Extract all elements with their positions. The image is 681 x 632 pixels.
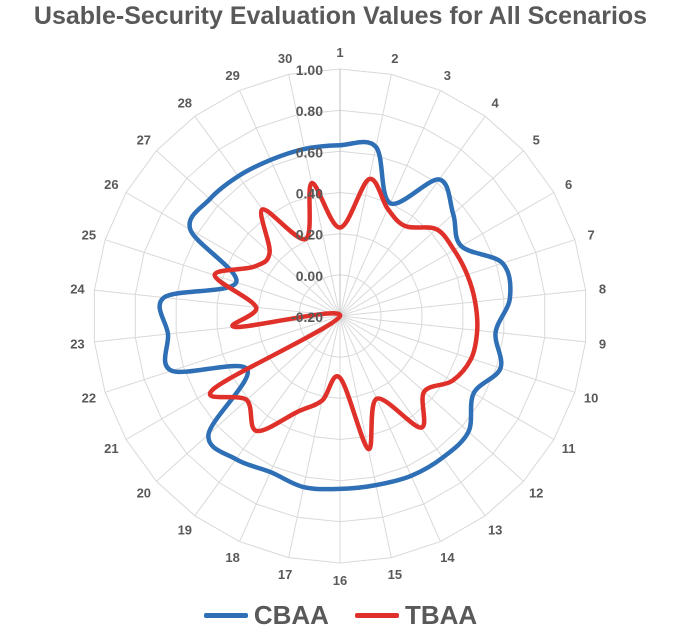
tick-label: 0.40 [296, 186, 323, 202]
tick-label: 0.00 [296, 268, 323, 284]
category-label: 5 [533, 132, 540, 147]
grid-spoke [339, 289, 586, 317]
grid-spoke [339, 315, 486, 517]
category-label: 3 [444, 68, 451, 83]
legend-item-tbaa[interactable]: TBAA [354, 600, 478, 631]
category-label: 11 [562, 441, 576, 456]
tick-label: -0.20 [291, 309, 323, 325]
category-label: 28 [178, 95, 192, 110]
grid-spoke [288, 315, 341, 558]
category-label: 15 [388, 567, 402, 582]
grid-spoke [156, 150, 341, 317]
grid-spoke [94, 315, 341, 343]
category-label: 23 [70, 337, 84, 352]
category-label: 4 [492, 95, 500, 110]
category-label: 29 [225, 68, 239, 83]
tick-label: 0.60 [296, 144, 323, 160]
category-label: 13 [488, 523, 502, 538]
category-label: 14 [440, 550, 455, 565]
category-label: 30 [278, 51, 292, 66]
tick-label: 0.20 [296, 227, 323, 243]
category-label: 22 [82, 391, 96, 406]
grid-spoke [239, 315, 341, 542]
category-label: 2 [391, 51, 398, 66]
legend-item-cbaa[interactable]: CBAA [203, 600, 329, 631]
grid-spoke [339, 150, 524, 317]
category-label: 16 [333, 573, 347, 588]
category-label: 17 [278, 567, 292, 582]
category-label: 19 [178, 523, 192, 538]
grid-spoke [125, 192, 341, 317]
legend: CBAA TBAA [0, 600, 681, 631]
grid-spoke [94, 289, 341, 317]
category-label: 6 [565, 177, 572, 192]
grid-spoke [339, 239, 576, 317]
chart-title: Usable-Security Evaluation Values for Al… [33, 2, 648, 30]
legend-label-tbaa: TBAA [404, 600, 478, 630]
grid-spoke [339, 315, 586, 343]
category-label: 7 [587, 227, 594, 242]
category-label: 20 [137, 486, 151, 501]
grid-spoke [104, 315, 341, 393]
category-label: 8 [599, 281, 606, 296]
tick-label: 1.00 [296, 62, 323, 78]
grid-spoke [239, 90, 341, 317]
legend-label-cbaa: CBAA [253, 600, 329, 630]
grid-spoke [339, 192, 555, 317]
legend-swatch-tbaa [354, 613, 399, 618]
category-label: 18 [225, 550, 239, 565]
tick-label: 0.80 [296, 103, 323, 119]
category-label: 25 [82, 227, 96, 242]
category-label: 26 [104, 177, 118, 192]
grid-spoke [288, 74, 341, 317]
grid-spoke [339, 315, 441, 542]
grid-spoke [339, 74, 392, 317]
grid-spoke [339, 315, 524, 482]
grid-spoke [339, 315, 576, 393]
category-label: 21 [104, 441, 118, 456]
category-label: 24 [70, 281, 85, 296]
category-label: 1 [336, 45, 343, 60]
category-label: 27 [137, 132, 151, 147]
grid-spoke [339, 115, 486, 317]
category-label: 12 [529, 486, 543, 501]
grid-spoke [194, 315, 341, 517]
grid-spoke [104, 239, 341, 317]
grid-spoke [339, 315, 555, 440]
grid-spoke [339, 315, 392, 558]
legend-swatch-cbaa [203, 613, 248, 618]
category-label: 9 [599, 337, 606, 352]
grid-spoke [194, 115, 341, 317]
category-label: 10 [584, 391, 598, 406]
